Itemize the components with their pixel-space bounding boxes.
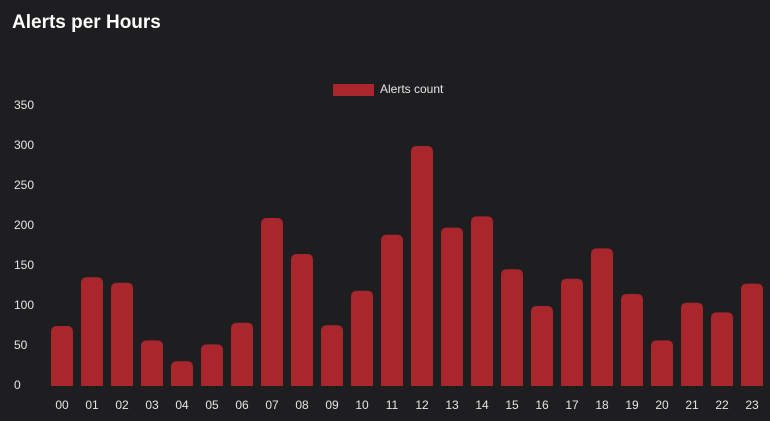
y-tick-label: 200 — [14, 218, 34, 232]
bar — [741, 283, 763, 386]
x-tick-label: 23 — [745, 398, 759, 412]
x-tick-label: 05 — [205, 398, 219, 412]
bar — [111, 282, 133, 386]
bar — [681, 302, 703, 386]
y-tick-label: 0 — [14, 378, 21, 392]
y-tick-label: 150 — [14, 258, 34, 272]
x-tick-label: 14 — [475, 398, 489, 412]
bar — [411, 146, 433, 386]
bar — [51, 326, 73, 386]
legend-label: Alerts count — [380, 82, 444, 96]
x-tick-label: 01 — [85, 398, 99, 412]
bar — [561, 278, 583, 386]
x-tick-label: 08 — [295, 398, 309, 412]
x-tick-label: 03 — [145, 398, 159, 412]
bar — [441, 227, 463, 386]
x-tick-label: 21 — [685, 398, 699, 412]
bar — [201, 344, 223, 386]
y-tick-label: 300 — [14, 138, 34, 152]
x-tick-label: 17 — [565, 398, 579, 412]
x-tick-label: 12 — [415, 398, 429, 412]
bar — [501, 269, 523, 386]
bar — [231, 322, 253, 386]
chart-title: Alerts per Hours — [12, 12, 161, 33]
x-tick-label: 04 — [175, 398, 189, 412]
x-tick-label: 13 — [445, 398, 459, 412]
bar — [471, 216, 493, 386]
y-tick-label: 100 — [14, 298, 34, 312]
x-tick-label: 11 — [386, 398, 399, 412]
bar — [711, 312, 733, 386]
x-tick-label: 09 — [325, 398, 339, 412]
bar — [321, 325, 343, 386]
x-tick-label: 06 — [235, 398, 249, 412]
x-tick-label: 15 — [505, 398, 519, 412]
legend-swatch — [333, 84, 374, 96]
x-tick-label: 22 — [715, 398, 729, 412]
x-tick-label: 20 — [655, 398, 669, 412]
x-tick-label: 02 — [115, 398, 129, 412]
bar — [531, 306, 553, 386]
x-tick-label: 10 — [355, 398, 369, 412]
y-tick-label: 350 — [14, 98, 34, 112]
bar — [381, 234, 403, 386]
x-tick-label: 07 — [265, 398, 279, 412]
x-tick-label: 16 — [535, 398, 549, 412]
y-tick-label: 250 — [14, 178, 34, 192]
bar — [591, 248, 613, 386]
x-tick-label: 19 — [625, 398, 639, 412]
bar — [261, 218, 283, 386]
bar — [621, 294, 643, 386]
bar — [141, 340, 163, 386]
bar — [651, 340, 673, 386]
bar — [351, 290, 373, 386]
x-tick-label: 00 — [55, 398, 69, 412]
x-tick-label: 18 — [595, 398, 609, 412]
bar — [81, 277, 103, 386]
bar — [171, 361, 193, 386]
bar — [291, 254, 313, 386]
y-tick-label: 50 — [14, 338, 28, 352]
